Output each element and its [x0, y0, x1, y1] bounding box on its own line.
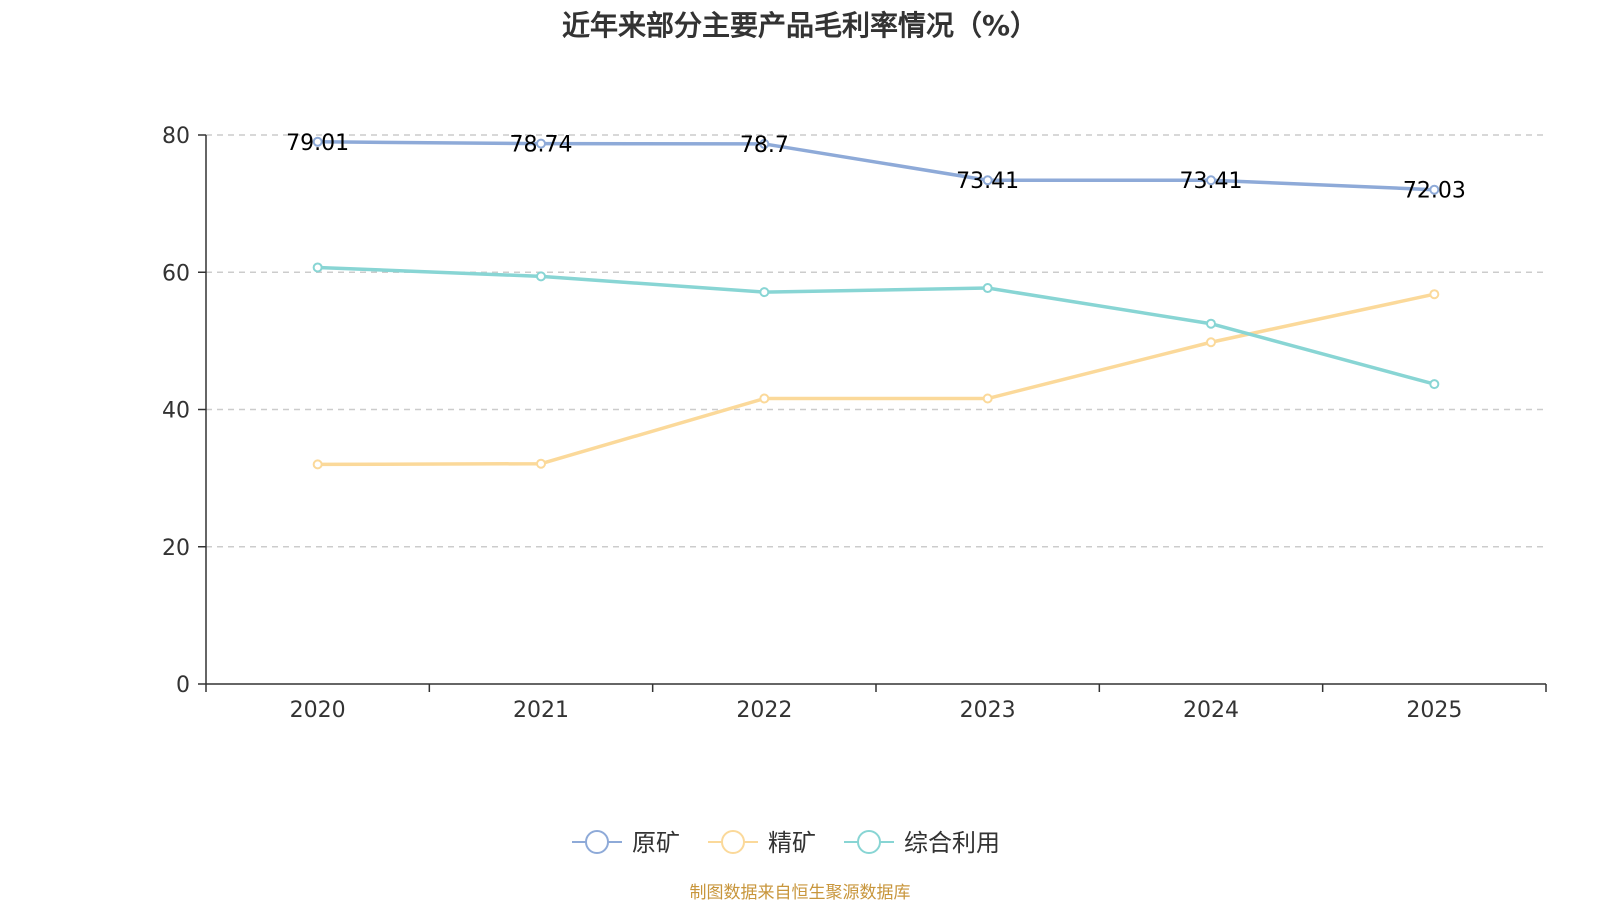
- data-point: [312, 136, 323, 147]
- y-tick-label: 20: [162, 536, 190, 561]
- chart-title: 近年来部分主要产品毛利率情况（%）: [561, 9, 1039, 42]
- data-point: [536, 458, 546, 469]
- x-tick-label: 2022: [736, 698, 792, 723]
- data-point: [759, 287, 770, 298]
- data-label: 73.41: [956, 169, 1019, 194]
- y-tick-label: 80: [162, 124, 190, 149]
- source-note: 制图数据来自恒生聚源数据库: [689, 883, 911, 903]
- data-point: [1206, 175, 1216, 186]
- x-tick-label: 2025: [1406, 698, 1462, 723]
- data-point: [1206, 337, 1216, 348]
- data-point: [536, 271, 546, 282]
- series-line: [317, 140, 1435, 192]
- data-point: [982, 393, 993, 404]
- legend-item: 精矿: [708, 829, 816, 857]
- x-tick-label: 2020: [290, 698, 346, 723]
- y-tick-label: 60: [162, 261, 190, 286]
- data-point: [536, 138, 546, 149]
- data-point: [312, 459, 323, 470]
- data-label: 79.01: [286, 131, 349, 156]
- grid-lines: [206, 134, 1546, 548]
- data-label: 72.03: [1403, 179, 1466, 204]
- y-tick-label: 40: [162, 399, 190, 424]
- series-line: [317, 265, 1435, 386]
- legend-label: 精矿: [768, 829, 816, 857]
- data-point: [982, 175, 993, 186]
- data-label: 78.7: [740, 133, 789, 158]
- legend-label: 综合利用: [904, 829, 1000, 857]
- data-point: [1429, 184, 1440, 195]
- legend-marker: [857, 830, 881, 854]
- data-label: 73.41: [1180, 169, 1243, 194]
- legend-item: 原矿: [572, 829, 680, 857]
- data-label: 78.74: [510, 133, 573, 158]
- series-lines: [312, 136, 1440, 470]
- y-tick-label: 0: [176, 673, 190, 698]
- data-point: [1429, 379, 1440, 390]
- data-point: [312, 262, 323, 273]
- x-tick-label: 2023: [960, 698, 1016, 723]
- data-point: [759, 138, 770, 149]
- x-tick-label: 2024: [1183, 698, 1239, 723]
- data-labels: 79.01 78.74 78.7 73.41 73.41 72.03: [286, 131, 1466, 204]
- data-point: [1206, 318, 1216, 329]
- legend-label: 原矿: [632, 829, 680, 857]
- legend-item: 综合利用: [844, 829, 1000, 857]
- legend-marker: [585, 830, 609, 854]
- series-line: [317, 292, 1435, 467]
- data-point: [1429, 289, 1440, 300]
- data-point: [759, 393, 770, 404]
- axes: 0 20 40 60 80 2020 2021 2022 2023 2024 2025: [162, 124, 1547, 723]
- legend: 原矿 精矿 综合利用: [572, 829, 1000, 857]
- data-point: [982, 283, 993, 294]
- x-tick-label: 2021: [513, 698, 569, 723]
- legend-marker: [721, 830, 745, 854]
